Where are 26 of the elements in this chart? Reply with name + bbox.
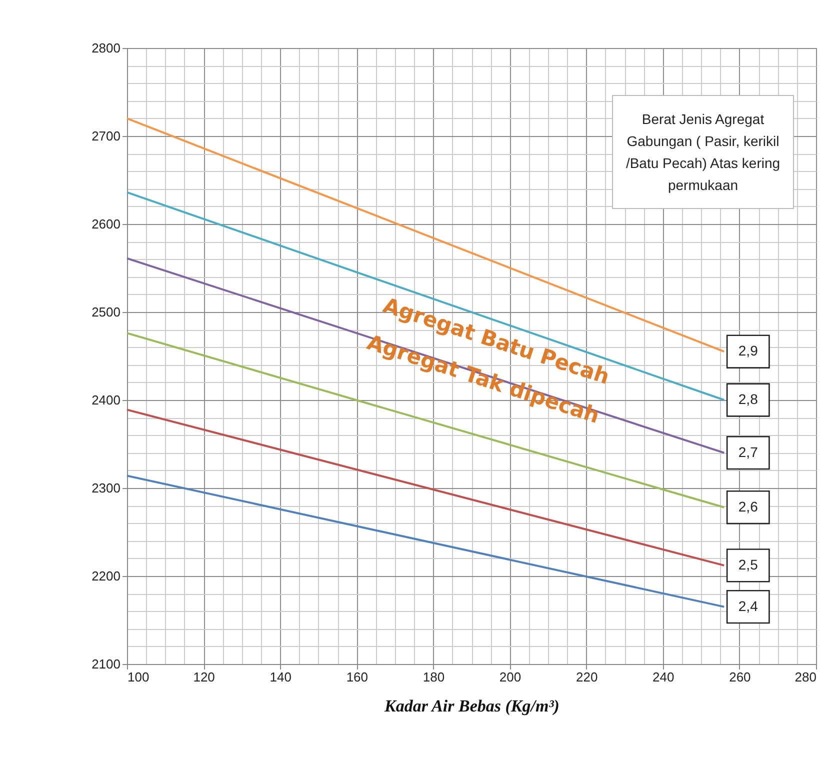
series-label: 2,5 (738, 556, 758, 572)
y-tick-label: 2500 (92, 304, 120, 320)
x-tick-label: 180 (422, 670, 445, 684)
x-tick-label: 100 (128, 670, 150, 684)
y-tick-label: 2400 (92, 392, 120, 408)
x-tick-label: 160 (346, 670, 368, 684)
series-label: 2,7 (738, 444, 758, 460)
x-tick-label: 120 (193, 670, 215, 684)
series-label: 2,6 (738, 498, 758, 514)
series-label: 2,8 (738, 391, 758, 407)
y-tick-label: 2700 (92, 128, 120, 144)
series-label: 2,4 (738, 598, 758, 614)
y-tick-label: 2100 (92, 656, 120, 672)
x-tick-label: 200 (499, 670, 522, 684)
x-tick-label: 280 (794, 670, 816, 684)
x-tick-label: 260 (729, 670, 751, 684)
x-tick-label: 220 (576, 670, 598, 684)
y-tick-label: 2300 (92, 480, 120, 496)
annotation: Berat Jenis Agregat Gabungan ( Pasir, kerikil /Batu Pecah) Atas kering permukaan (612, 95, 794, 209)
x-tick-label: 140 (270, 670, 292, 684)
y-tick-label: 2600 (92, 216, 120, 232)
x-axis-title: Kadar Air Bebas (Kg/m³) (384, 696, 560, 716)
x-tick-label: 240 (652, 670, 674, 684)
y-tick-label: 2200 (92, 568, 120, 584)
series-label: 2,9 (738, 342, 758, 359)
y-tick-label: 2800 (92, 40, 120, 56)
